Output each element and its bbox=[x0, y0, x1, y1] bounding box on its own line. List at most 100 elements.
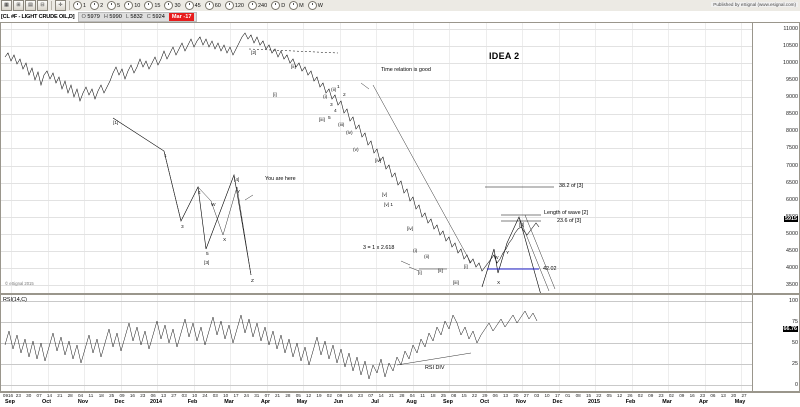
vertical-gridline bbox=[47, 23, 49, 293]
vertical-gridline bbox=[84, 23, 85, 293]
month-label: Apr bbox=[260, 399, 271, 405]
date-axis[interactable]: 0916 23 30 07 14 21 28 04 11 18 25 09 16 23 06 13 27 03 10… bbox=[0, 392, 800, 407]
rsi-tick: 75 bbox=[792, 319, 798, 325]
clock-icon bbox=[164, 1, 174, 10]
timeframe-label: 15 bbox=[154, 2, 161, 9]
gridline bbox=[1, 63, 753, 65]
timeframe-45[interactable]: 45 bbox=[184, 1, 201, 10]
rsi-vector-layer bbox=[4, 310, 538, 380]
date-tick: 19 bbox=[316, 393, 322, 398]
date-tick: 05 bbox=[295, 393, 301, 398]
vertical-gridline bbox=[376, 23, 377, 293]
symbol-title[interactable]: [CL #F - LIGHT CRUDE OIL,D] bbox=[1, 13, 75, 20]
wave-label: Y bbox=[237, 190, 241, 195]
price-tick: 11000 bbox=[783, 26, 798, 32]
price-axis[interactable]: 11000 10500 10000 9500 9000 8500 8000 7500 7000 6… bbox=[752, 23, 799, 293]
month-label: Mar bbox=[224, 399, 234, 405]
date-tick: 15 bbox=[461, 393, 467, 398]
rsi-indicator-panel[interactable]: RSI(14,C) RSI DIV 100 75 50 25 0 66.76 bbox=[0, 294, 800, 392]
wave-label: Y bbox=[506, 251, 510, 256]
rsi-gridline bbox=[1, 322, 753, 323]
fib-236-label: 23.6 of [3] bbox=[557, 218, 581, 224]
date-tick: 18 bbox=[98, 393, 104, 398]
date-tick: 11 bbox=[420, 393, 426, 398]
date-tick: 0916 bbox=[2, 393, 14, 398]
date-tick: 02 bbox=[326, 393, 332, 398]
date-tick: 23 bbox=[357, 393, 363, 398]
wave-label: [i] bbox=[464, 265, 468, 270]
wave-label: (i) bbox=[323, 95, 328, 100]
wave-label: 2 bbox=[343, 93, 346, 98]
gridline bbox=[1, 199, 753, 201]
timeframe-1[interactable]: 1 bbox=[73, 1, 86, 10]
timeframe-10[interactable]: 10 bbox=[124, 1, 140, 10]
layout-icon[interactable]: ⊞ bbox=[13, 0, 24, 11]
month-label: May bbox=[296, 399, 308, 405]
date-tick: 10 bbox=[544, 393, 550, 398]
wave-label: [4] bbox=[519, 223, 525, 228]
month-label: Nov bbox=[77, 399, 89, 405]
chart-icon[interactable]: ▦ bbox=[1, 0, 12, 11]
fib-382-label: 38.2 of [3] bbox=[559, 183, 583, 189]
timeframe-30[interactable]: 30 bbox=[164, 1, 181, 10]
timeframe-label: D bbox=[281, 2, 286, 9]
print-icon[interactable]: ⊟ bbox=[37, 0, 48, 11]
close-key: C bbox=[146, 13, 151, 20]
timeframe-2[interactable]: 2 bbox=[90, 1, 103, 10]
clock-icon bbox=[248, 1, 257, 10]
timeframe-monthly[interactable]: M bbox=[289, 1, 304, 10]
gridline bbox=[1, 80, 753, 82]
crosshair-icon[interactable]: ✛ bbox=[55, 0, 66, 11]
price-chart-panel[interactable]: [1] 1 3 4 5 [3] W X [4] Y Z [2] [i] [ii] [iii] (i) (ii) 1… bbox=[0, 22, 800, 294]
wave-label: [iv] bbox=[375, 159, 382, 164]
wave-label: 3 bbox=[181, 225, 184, 230]
rsi-plot-area[interactable]: RSI(14,C) RSI DIV bbox=[1, 295, 753, 391]
price-tick: 6500 bbox=[786, 179, 798, 186]
vertical-gridline bbox=[522, 23, 523, 293]
vertical-gridline bbox=[339, 23, 341, 293]
wave-label: [2] bbox=[251, 51, 257, 56]
price-plot-area[interactable]: [1] 1 3 4 5 [3] W X [4] Y Z [2] [i] [ii] [iii] (i) (ii) 1… bbox=[1, 23, 753, 293]
date-tick: 24 bbox=[243, 393, 249, 398]
rsi-tick: 100 bbox=[789, 298, 798, 304]
rsi-axis[interactable]: 100 75 50 25 0 66.76 bbox=[752, 295, 799, 391]
vertical-gridline bbox=[266, 23, 268, 293]
window-icon[interactable]: ▤ bbox=[25, 0, 36, 11]
month-label: Jun bbox=[333, 399, 344, 405]
timeframe-15[interactable]: 15 bbox=[144, 1, 160, 10]
gridline bbox=[1, 46, 753, 48]
month-label: Feb bbox=[187, 399, 198, 405]
date-tick: 30 bbox=[26, 393, 32, 398]
timeframe-240[interactable]: 240 bbox=[248, 1, 267, 10]
wave-label: [i] bbox=[418, 271, 422, 276]
price-vector-layer bbox=[4, 32, 556, 293]
wave-label: (ii) bbox=[331, 88, 337, 93]
toolbar-divider bbox=[51, 1, 52, 10]
date-tick: 06 bbox=[710, 393, 716, 398]
clock-icon bbox=[271, 1, 281, 10]
date-tick: 08 bbox=[451, 393, 457, 398]
date-tick: 16 bbox=[129, 393, 135, 398]
date-tick: 17 bbox=[554, 393, 560, 398]
date-tick: 28 bbox=[285, 393, 291, 398]
timeframe-label: 10 bbox=[134, 2, 141, 9]
time-relation-note: Time relation is good bbox=[381, 67, 431, 73]
vertical-gridline bbox=[449, 23, 450, 293]
wave-label: [i] bbox=[273, 93, 277, 98]
gridline bbox=[1, 250, 753, 252]
timeframe-60[interactable]: 60 bbox=[204, 1, 221, 10]
low-value: 5832 bbox=[130, 13, 143, 20]
rsi-gridline bbox=[1, 364, 753, 365]
timeframe-120[interactable]: 120 bbox=[224, 1, 244, 10]
timeframe-daily[interactable]: D bbox=[271, 1, 285, 10]
timeframe-weekly[interactable]: W bbox=[307, 1, 323, 10]
date-tick: 22 bbox=[596, 393, 602, 398]
timeframe-5[interactable]: 5 bbox=[107, 1, 120, 10]
month-label: 2015 bbox=[588, 399, 600, 405]
timeframe-label: 45 bbox=[194, 2, 201, 9]
vertical-gridline bbox=[741, 23, 742, 293]
date-tick: 11 bbox=[88, 393, 94, 398]
date-tick: 21 bbox=[388, 393, 395, 398]
date-tick: 09 bbox=[679, 393, 685, 398]
date-tick: 03 bbox=[181, 393, 187, 398]
